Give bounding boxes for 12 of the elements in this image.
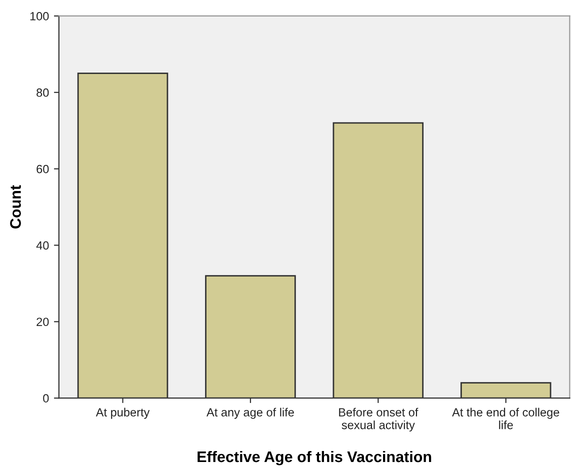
y-tick-label: 100 bbox=[30, 12, 49, 20]
y-tick-label: 80 bbox=[36, 88, 49, 97]
y-axis-title: Count bbox=[10, 185, 21, 228]
y-tick-label: 40 bbox=[36, 241, 49, 250]
y-tick-label: 0 bbox=[43, 394, 49, 402]
x-tick-label: At any age of life bbox=[206, 408, 294, 419]
y-tick-label: 60 bbox=[36, 164, 49, 174]
y-tick-label: 20 bbox=[36, 318, 49, 326]
x-axis-title: Effective Age of this Vaccination bbox=[198, 450, 432, 466]
x-tick-label: At the end of college life bbox=[452, 408, 560, 430]
x-tick-label: At puberty bbox=[96, 408, 150, 419]
x-tick-label: Before onset of sexual activity bbox=[339, 408, 418, 432]
